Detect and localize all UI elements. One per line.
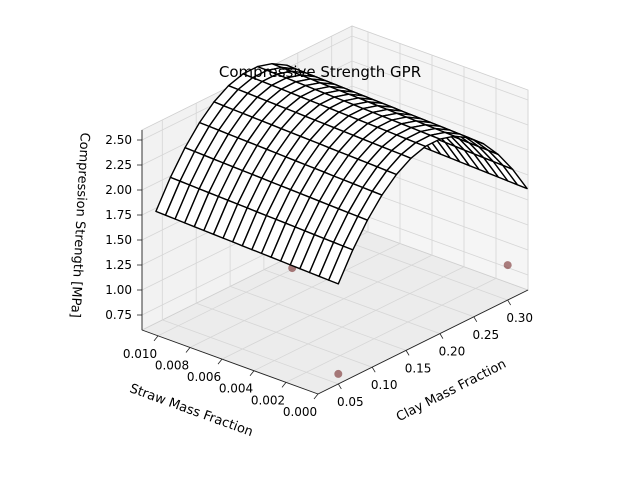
straw-tick-label: 0.006 [187, 370, 221, 384]
straw-tick-label: 0.008 [155, 358, 189, 372]
surface-face [328, 245, 354, 285]
straw-tick-mark [185, 347, 191, 353]
straw-tick-mark [217, 358, 223, 365]
data-point [503, 261, 512, 270]
chart-title: Compressive Strength GPR [218, 63, 422, 81]
clay-tick-label: 0.25 [472, 328, 499, 342]
strength-tick-label: 1.50 [105, 233, 132, 247]
clay-tick-mark [473, 316, 478, 323]
strength-tick-label: 0.75 [105, 308, 132, 322]
straw-tick-mark [281, 382, 287, 388]
straw-tick-mark [249, 370, 255, 376]
clay-tick-mark [439, 333, 444, 339]
straw-tick-mark [153, 335, 159, 342]
strength-tick-label: 2.25 [105, 158, 132, 172]
clay-tick-mark [371, 366, 376, 373]
axis-lines [141, 130, 529, 395]
data-point [334, 369, 343, 378]
strength-tick-label: 2.00 [105, 183, 132, 197]
clay-tick-mark [507, 299, 512, 306]
straw-tick-label: 0.004 [219, 382, 253, 396]
clay-tick-label: 0.05 [337, 395, 364, 409]
straw-tick-label: 0.002 [251, 393, 285, 407]
grid-line-clay [161, 119, 339, 385]
strength-tick-label: 1.00 [105, 283, 132, 297]
strength-axis-label: Compression Strength [MPa] [67, 132, 92, 318]
strength-tick-label: 1.25 [105, 258, 132, 272]
strength-tick-label: 1.75 [105, 208, 132, 222]
clay-tick-mark [337, 383, 342, 390]
clay-tick-label: 0.10 [371, 378, 398, 392]
clay-tick-label: 0.20 [439, 345, 466, 359]
straw-tick-mark [313, 393, 319, 400]
grid-line-straw [285, 78, 497, 383]
clay-tick-label: 0.30 [506, 311, 533, 325]
clay-tick-mark [405, 350, 410, 356]
grid-line-straw [253, 66, 465, 372]
clay-tick-label: 0.15 [405, 361, 432, 375]
clay-axis-line [317, 289, 529, 395]
straw-tick-label: 0.010 [123, 347, 157, 361]
grid-line-straw [221, 55, 433, 360]
strength-tick-label: 2.50 [105, 133, 132, 147]
tick-labels: 0.050.100.150.200.250.300.0000.0020.0040… [105, 133, 533, 419]
surface-wireframe [155, 63, 528, 285]
straw-axis-line [141, 329, 319, 395]
straw-tick-label: 0.000 [283, 405, 317, 419]
